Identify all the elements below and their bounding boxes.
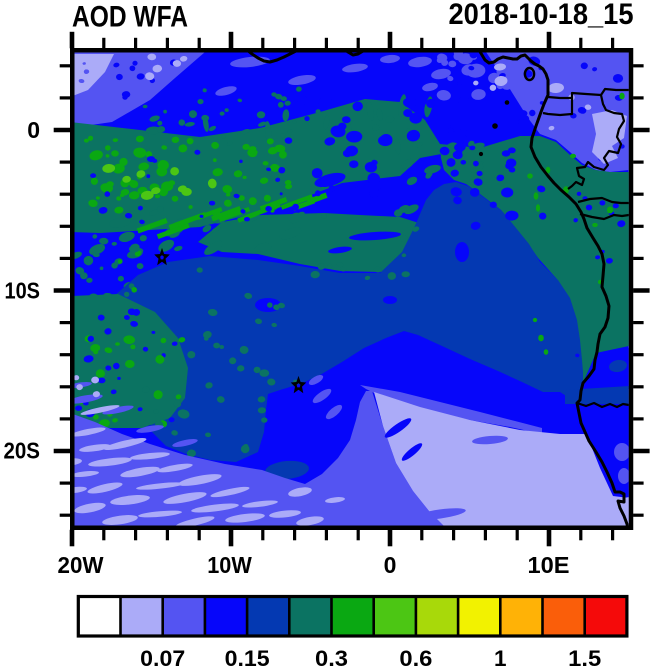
svg-text:1: 1 [494, 646, 507, 667]
svg-text:0.15: 0.15 [225, 646, 270, 667]
svg-text:1.5: 1.5 [568, 646, 601, 667]
svg-text:10W: 10W [207, 552, 252, 578]
svg-text:2018-10-18_15: 2018-10-18_15 [449, 0, 634, 31]
svg-text:0.07: 0.07 [140, 646, 185, 667]
svg-text:0.3: 0.3 [315, 646, 348, 667]
svg-text:0.6: 0.6 [399, 646, 432, 667]
svg-text:AOD WFA: AOD WFA [72, 1, 188, 34]
svg-text:0: 0 [27, 117, 40, 143]
svg-text:20W: 20W [58, 552, 104, 578]
svg-text:10E: 10E [528, 552, 570, 578]
svg-text:20S: 20S [4, 438, 41, 464]
svg-text:0: 0 [384, 552, 397, 578]
svg-text:10S: 10S [5, 278, 41, 304]
